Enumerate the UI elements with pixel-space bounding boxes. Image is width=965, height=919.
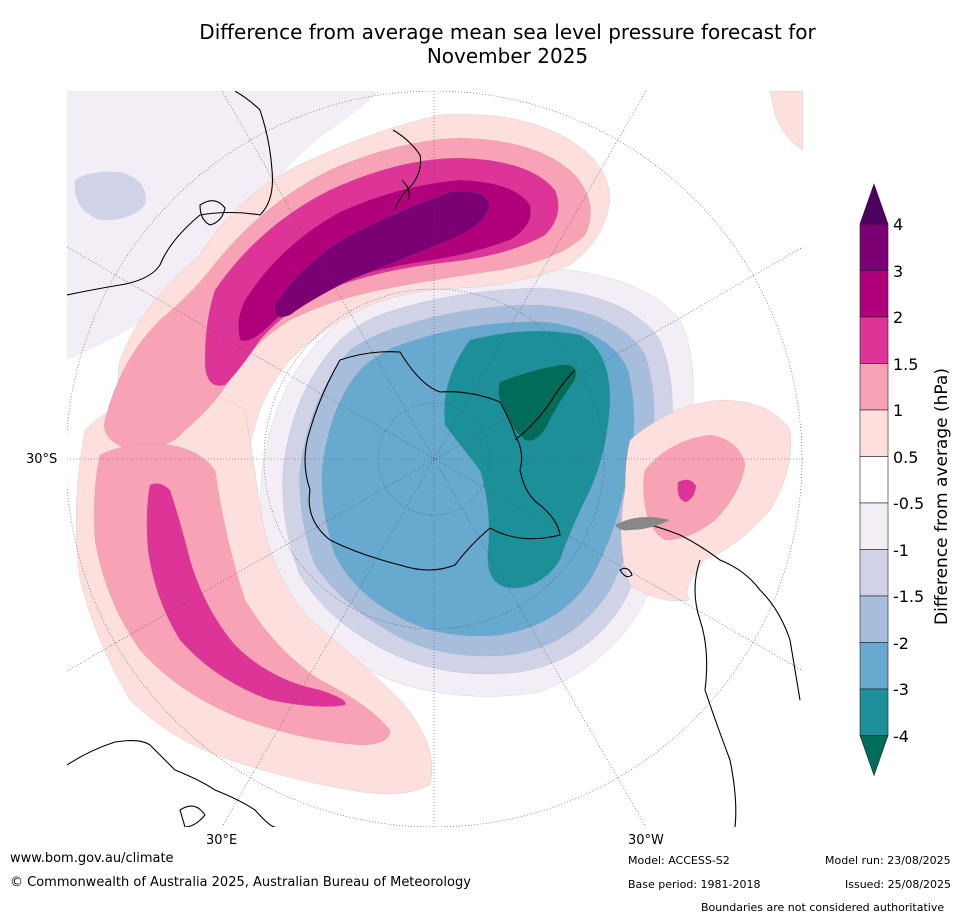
longitude-label-30e: 30°E (206, 833, 238, 848)
new-zealand-north (392, 129, 422, 211)
falkland-islands (619, 567, 633, 578)
australia-south-coast (67, 739, 276, 827)
africa-south-coast (67, 91, 274, 296)
colorbar-block-m1_m05 (859, 502, 889, 550)
chart-title: Difference from average mean sea level p… (0, 20, 965, 68)
colorbar-extend-bottom (859, 735, 889, 777)
colorbar-block-m3_m2 (859, 642, 889, 690)
colorbar-title: Difference from average (hPa) (932, 368, 952, 625)
madagascar (199, 200, 226, 226)
footer-copyright: © Commonwealth of Australia 2025, Austra… (10, 875, 471, 890)
colorbar-block-m4_m3 (859, 688, 889, 736)
colorbar-extend-top (859, 183, 889, 225)
coastlines (67, 91, 801, 827)
colorbar-block-c05_1 (859, 409, 889, 457)
footer-model-run: Model run: 23/08/2025 (825, 854, 951, 867)
latitude-label-30s: 30°S (26, 452, 58, 467)
pale-pink-region-northeast (769, 91, 803, 151)
colorbar-tick--1.5: -1.5 (893, 587, 925, 606)
antarctica-coast (304, 351, 561, 571)
neg-3-region (444, 330, 611, 589)
colorbar-tick--0.5: -0.5 (893, 494, 925, 513)
footer-url: www.bom.gov.au/climate (10, 851, 174, 866)
new-zealand-south (401, 179, 410, 201)
south-america-coast (629, 519, 801, 827)
light-blue-patch-west (74, 171, 146, 221)
colorbar-tick--4: -4 (893, 726, 909, 746)
graticule (67, 91, 803, 827)
colorbar-tick-4: 4 (893, 215, 904, 234)
neg-4-core (498, 364, 577, 441)
pos-15-band-west (146, 483, 346, 707)
title-line-1: Difference from average mean sea level p… (199, 20, 816, 44)
colorbar-tick-0.5: 0.5 (893, 447, 919, 467)
pos-3-core (274, 191, 491, 318)
longitude-label-30w: 30°W (628, 833, 664, 848)
footer-base-period: Base period: 1981-2018 (628, 878, 761, 891)
title-line-2: November 2025 (426, 44, 589, 68)
footer-issued: Issued: 25/08/2025 (845, 878, 952, 891)
antarctic-peninsula (514, 369, 576, 441)
colorbar-block-c3_4 (859, 223, 889, 271)
colorbar-block-m2_m15 (859, 595, 889, 643)
colorbar-tick-1.5: 1.5 (893, 354, 919, 374)
footer-model: Model: ACCESS-S2 (628, 854, 730, 867)
ice-shelf (615, 516, 670, 531)
colorbar-block-c1_15 (859, 363, 889, 411)
pos-15-east (677, 479, 697, 503)
australia-tasmania (179, 805, 206, 827)
colorbar-block-m15_m1 (859, 549, 889, 597)
colorbar-tick-1: 1 (893, 401, 904, 420)
colorbar-tick--2: -2 (893, 633, 909, 653)
colorbar-block-c15_2 (859, 316, 889, 364)
anomaly-fields (67, 91, 803, 795)
colorbar-block-neutral (859, 456, 889, 504)
colorbar-tick-3: 3 (893, 261, 904, 281)
footer-disclaimer: Boundaries are not considered authoritat… (701, 901, 945, 914)
colorbar-tick--3: -3 (893, 680, 909, 699)
colorbar-block-c2_3 (859, 270, 889, 318)
colorbar-tick-2: 2 (893, 308, 904, 327)
colorbar-tick--1: -1 (893, 540, 909, 560)
